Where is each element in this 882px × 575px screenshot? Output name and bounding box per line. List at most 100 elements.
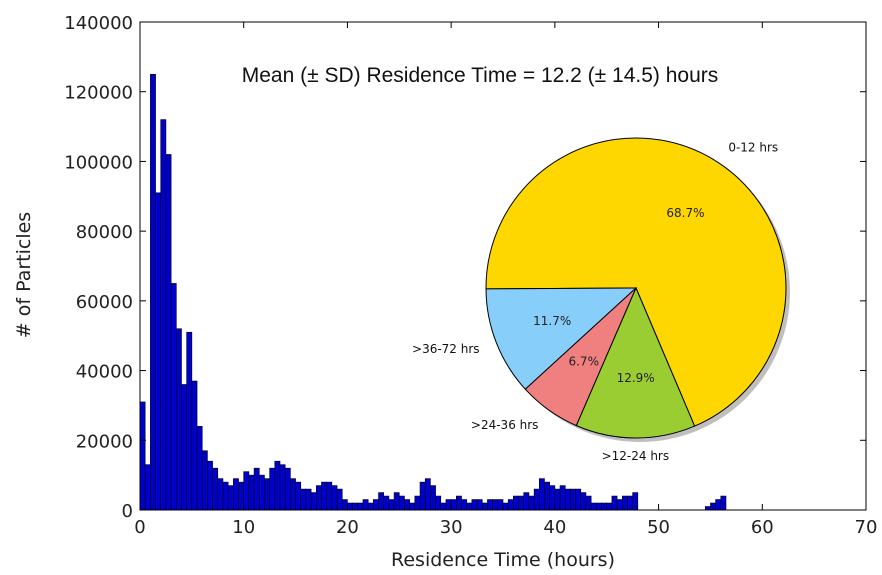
y-tick-label: 80000 [76, 222, 133, 243]
histogram-bar [248, 474, 255, 511]
histogram-bar [305, 488, 312, 511]
chart-title: Mean (± SD) Residence Time = 12.2 (± 14.… [242, 64, 719, 87]
histogram-bar [181, 384, 187, 511]
histogram-bar [341, 499, 348, 511]
histogram-bar [616, 499, 623, 511]
histogram-bar [720, 495, 727, 511]
y-tick-label: 100000 [64, 152, 133, 173]
histogram-bar [357, 502, 364, 511]
histogram-bars [139, 73, 727, 511]
histogram-bar [570, 488, 576, 511]
histogram-bar [513, 495, 519, 511]
x-tick-label: 50 [647, 517, 670, 538]
histogram-bar [393, 492, 400, 511]
histogram-bar [471, 499, 478, 511]
histogram-bar [139, 401, 146, 511]
histogram-bar [627, 495, 633, 511]
histogram-bar [507, 499, 514, 511]
histogram-bar [290, 478, 296, 511]
histogram-bar [466, 502, 473, 511]
histogram-bar [632, 492, 639, 511]
histogram-bar [518, 495, 525, 511]
y-tick-label: 140000 [64, 13, 133, 34]
histogram-bar [165, 154, 172, 511]
histogram-bar [295, 481, 302, 511]
y-tick-label: 20000 [76, 431, 133, 452]
histogram-bar [160, 119, 167, 511]
histogram-bar [176, 328, 182, 511]
histogram-bar [419, 481, 426, 511]
histogram-bar [590, 502, 597, 511]
histogram-bar [227, 485, 234, 511]
histogram-bar [347, 502, 353, 511]
histogram-bar [596, 502, 602, 511]
histogram-bar [580, 492, 587, 511]
histogram-bar [710, 502, 716, 511]
histogram-bar [269, 467, 276, 511]
histogram-bar [222, 481, 229, 511]
histogram-bar [398, 495, 405, 511]
pie-slice-label: >12-24 hrs [602, 449, 670, 463]
histogram-bar [316, 485, 322, 511]
histogram-bar [601, 502, 608, 511]
histogram-bar [373, 499, 379, 511]
histogram-bar [367, 502, 374, 511]
histogram-bar [414, 495, 421, 511]
histogram-bar [170, 283, 177, 511]
histogram-bar [450, 499, 457, 511]
histogram-bar [424, 478, 431, 511]
histogram-bar [621, 495, 628, 511]
histogram-bar [456, 495, 462, 511]
histogram-bar [144, 464, 151, 511]
histogram-bar [383, 495, 390, 511]
histogram-bar [217, 478, 224, 511]
x-tick-label: 10 [232, 517, 255, 538]
histogram-bar [274, 460, 281, 511]
histogram-bar [715, 499, 722, 511]
pie-slice-percent: 6.7% [568, 354, 599, 368]
y-tick-label: 40000 [76, 362, 133, 383]
histogram-bar [378, 492, 385, 511]
histogram-bar [326, 481, 333, 511]
x-tick-label: 60 [751, 517, 774, 538]
histogram-bar [336, 488, 343, 511]
histogram-bar [487, 499, 493, 511]
histogram-bar [538, 478, 545, 511]
histogram-bar [497, 499, 504, 511]
histogram-bar [585, 495, 592, 511]
histogram-bar [564, 488, 571, 511]
pie-slice-percent: 12.9% [617, 371, 655, 385]
histogram-bar [481, 502, 488, 511]
histogram-bar [150, 73, 156, 511]
histogram-bar [388, 499, 395, 511]
x-axis-label: Residence Time (hours) [391, 549, 615, 571]
histogram-bar [523, 492, 530, 511]
x-tick-label: 40 [543, 517, 566, 538]
x-tick-label: 20 [336, 517, 359, 538]
histogram-bar [461, 499, 467, 511]
pie-slice [575, 286, 696, 439]
histogram-bar [492, 499, 499, 511]
histogram-bar [186, 331, 193, 511]
histogram-bar [352, 502, 359, 511]
histogram-bar [300, 488, 307, 511]
histogram-bar [704, 506, 711, 511]
histogram-bar [611, 495, 618, 511]
axis-ticks: 0 10 20 30 40 50 60 70 0 20000 40000 60000 80000 1000… [64, 13, 877, 538]
histogram-bar [207, 460, 213, 511]
histogram-bar [445, 499, 452, 511]
histogram-bar [575, 488, 582, 511]
histogram-bar [238, 481, 245, 511]
histogram-bar [264, 478, 270, 511]
histogram-bar [243, 471, 250, 511]
histogram-bar [409, 502, 416, 511]
y-axis-label: # of Particles [13, 212, 35, 338]
pie-slice-label: >24-36 hrs [471, 418, 539, 432]
histogram-bar [606, 502, 613, 511]
histogram-bar [528, 495, 535, 511]
histogram-bar [549, 485, 556, 511]
histogram-bar [362, 499, 369, 511]
histogram-bar [321, 481, 327, 511]
pie-slice [485, 287, 638, 390]
histogram-bar [544, 481, 550, 511]
